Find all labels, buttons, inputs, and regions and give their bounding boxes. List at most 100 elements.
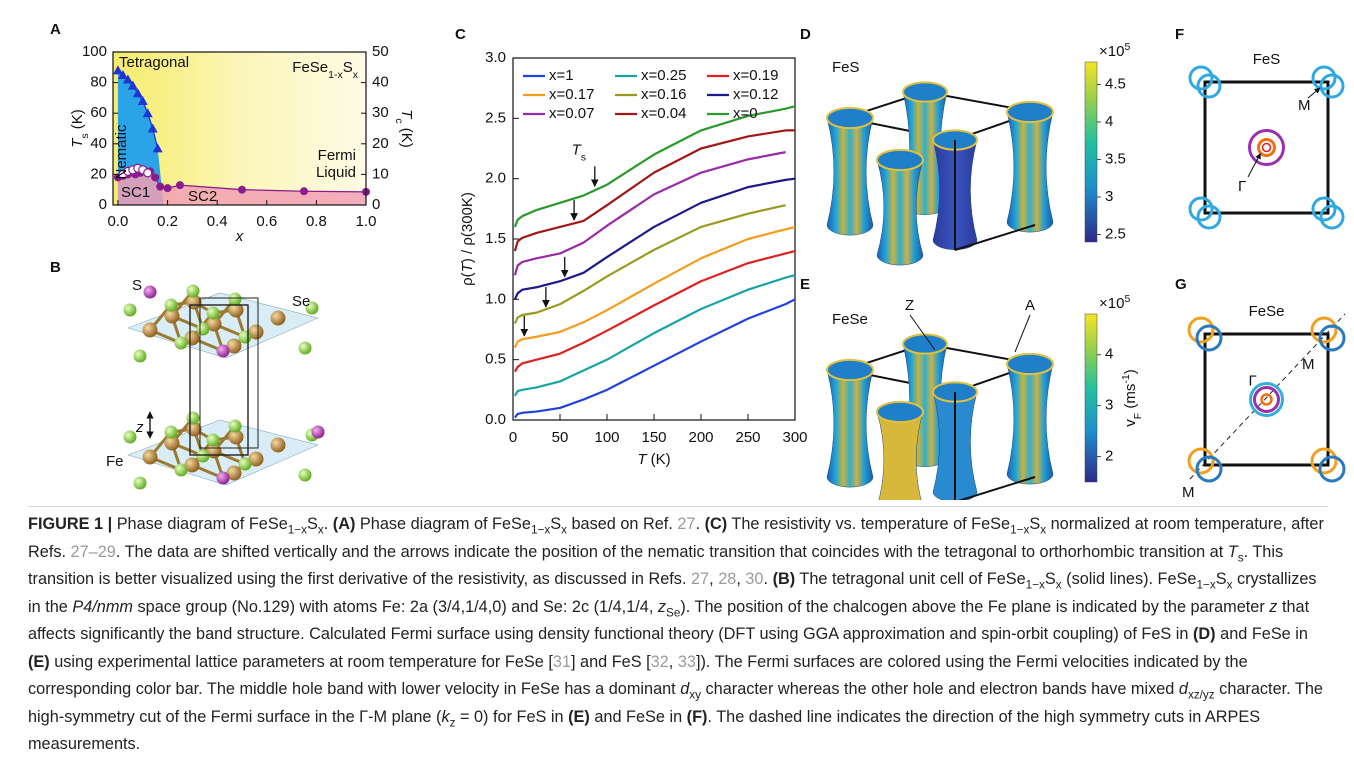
material-label: FeSe (1249, 303, 1285, 320)
fe-atom (184, 330, 200, 346)
x-tick-label: 0.0 (108, 213, 129, 230)
text-run: ) (1122, 369, 1139, 374)
y-tick-label: 2.0 (485, 170, 506, 187)
caption-text: ). The position of the chalcogen above t… (680, 597, 1270, 616)
x-tick-label: 1.0 (356, 213, 377, 230)
y-tick-label: 3.0 (485, 49, 506, 66)
chalcogen-atom (206, 433, 220, 447)
colorbar-tick-label: 3 (1105, 188, 1113, 205)
y-tick-label: 60 (90, 104, 107, 121)
point-label: A (1025, 297, 1035, 314)
text-run: (K) (69, 109, 86, 133)
fe-atom (142, 449, 158, 465)
hole-pocket (1249, 382, 1284, 417)
marker (156, 182, 165, 191)
chalcogen-atom (186, 284, 200, 298)
caption-text: x (317, 523, 324, 537)
caption-text: 1−x (1025, 578, 1045, 592)
fe-atom (228, 429, 244, 445)
caption-text: (E) (568, 707, 590, 726)
chalcogen-atom (238, 330, 252, 344)
caption-text: , (668, 652, 678, 671)
marker (137, 95, 148, 105)
point-label: Γ (1249, 373, 1257, 390)
caption-text: (solid lines). FeSe (1061, 570, 1197, 588)
electron-pocket (1195, 455, 1223, 483)
fermi-surface: FeSe Z A ×105 4 3 2 vF (ms-1) (826, 293, 1144, 500)
x-tick-label: 200 (688, 429, 713, 446)
y-axis-label: ρ(T) / ρ(300K) (459, 192, 476, 286)
x-tick-label: 0.4 (207, 213, 228, 230)
reference-link[interactable]: 27 (677, 515, 696, 533)
chalcogen-atom (186, 411, 200, 425)
caption-text: x (561, 523, 567, 537)
material-label: FeSe (832, 311, 868, 328)
legend-label: x=0.07 (549, 105, 594, 122)
caption-text: using experimental lattice parameters at… (49, 652, 553, 671)
y-tick-label: 0.5 (485, 351, 506, 368)
legend-label: x=0.25 (641, 67, 686, 84)
text-run: T (459, 261, 476, 272)
marker (142, 108, 153, 118)
fermi-cut: FeS M Γ (1188, 51, 1345, 230)
marker (127, 80, 138, 90)
caption-text: The tetragonal unit cell of FeSe (795, 570, 1026, 588)
text-run: s (581, 151, 586, 163)
caption-text: S (1044, 570, 1056, 588)
x-tick-label: 100 (594, 429, 619, 446)
colorbar (1084, 313, 1098, 483)
reference-link[interactable]: 27–29 (70, 542, 116, 561)
colorbar-tick-label: 3 (1105, 397, 1113, 414)
fermi-sheet-top (876, 400, 924, 424)
y2-tick-label: 40 (372, 74, 389, 91)
caption-text: Phase diagram of FeSe (112, 515, 288, 533)
chalcogen-atom (298, 341, 312, 355)
material-label: FeS (832, 59, 860, 76)
y2-tick-label: 0 (372, 196, 380, 213)
caption-text: T (1227, 542, 1238, 561)
reference-link[interactable]: 33 (677, 652, 696, 671)
y-tick-label: 0.0 (485, 411, 506, 428)
chalcogen-atom (228, 419, 242, 433)
crystal-structure: S Se z Fe (106, 277, 325, 490)
chalcogen-atom (238, 457, 252, 471)
brillouin-zone (1203, 332, 1330, 467)
series-line (513, 105, 796, 228)
panel-letter: A (50, 21, 61, 38)
marker (122, 74, 133, 84)
chalcogen-atom (123, 303, 137, 317)
caption: FIGURE 1 | Phase diagram of FeSe1−xSx. (… (28, 506, 1328, 759)
x-axis-label: T (K) (637, 451, 670, 468)
caption-text: , (709, 570, 719, 588)
point-label: M (1302, 356, 1315, 373)
marker (175, 181, 184, 190)
marker (151, 173, 160, 182)
fe-atom (270, 310, 286, 326)
reference-link[interactable]: 27 (691, 570, 710, 588)
caption-text: (F) (686, 707, 708, 726)
y2-axis-label: Tc (K) (393, 109, 415, 148)
fermi-sheet-top (876, 148, 924, 172)
fermi-sheet (1006, 111, 1054, 233)
caption-text: that affects significantly the band stru… (28, 597, 1310, 644)
electron-pocket (1310, 316, 1338, 344)
reference-link[interactable]: 32 (650, 652, 669, 671)
sulfur-atom (311, 425, 325, 439)
colorbar-multiplier: ×105 (1099, 293, 1130, 312)
atom-label: S (132, 277, 142, 294)
reference-link[interactable]: 31 (552, 652, 571, 671)
electron-pocket (1196, 73, 1222, 99)
text-run: F (1132, 413, 1144, 419)
fermi-cut: FeSe Γ M M (1182, 303, 1346, 500)
phase-label: Fermi (318, 147, 356, 164)
fe-atom (228, 302, 244, 318)
series-line (514, 298, 796, 419)
reference-link[interactable]: 30 (745, 570, 764, 588)
chalcogen-atom (174, 463, 188, 477)
y-axis-label: Ts (K) (69, 109, 91, 148)
reference-link[interactable]: 28 (718, 570, 737, 588)
panel-letter: E (800, 276, 810, 293)
point-label: M (1182, 484, 1195, 500)
text-run: ×10 (1099, 295, 1124, 312)
panel-letter: B (50, 259, 61, 276)
